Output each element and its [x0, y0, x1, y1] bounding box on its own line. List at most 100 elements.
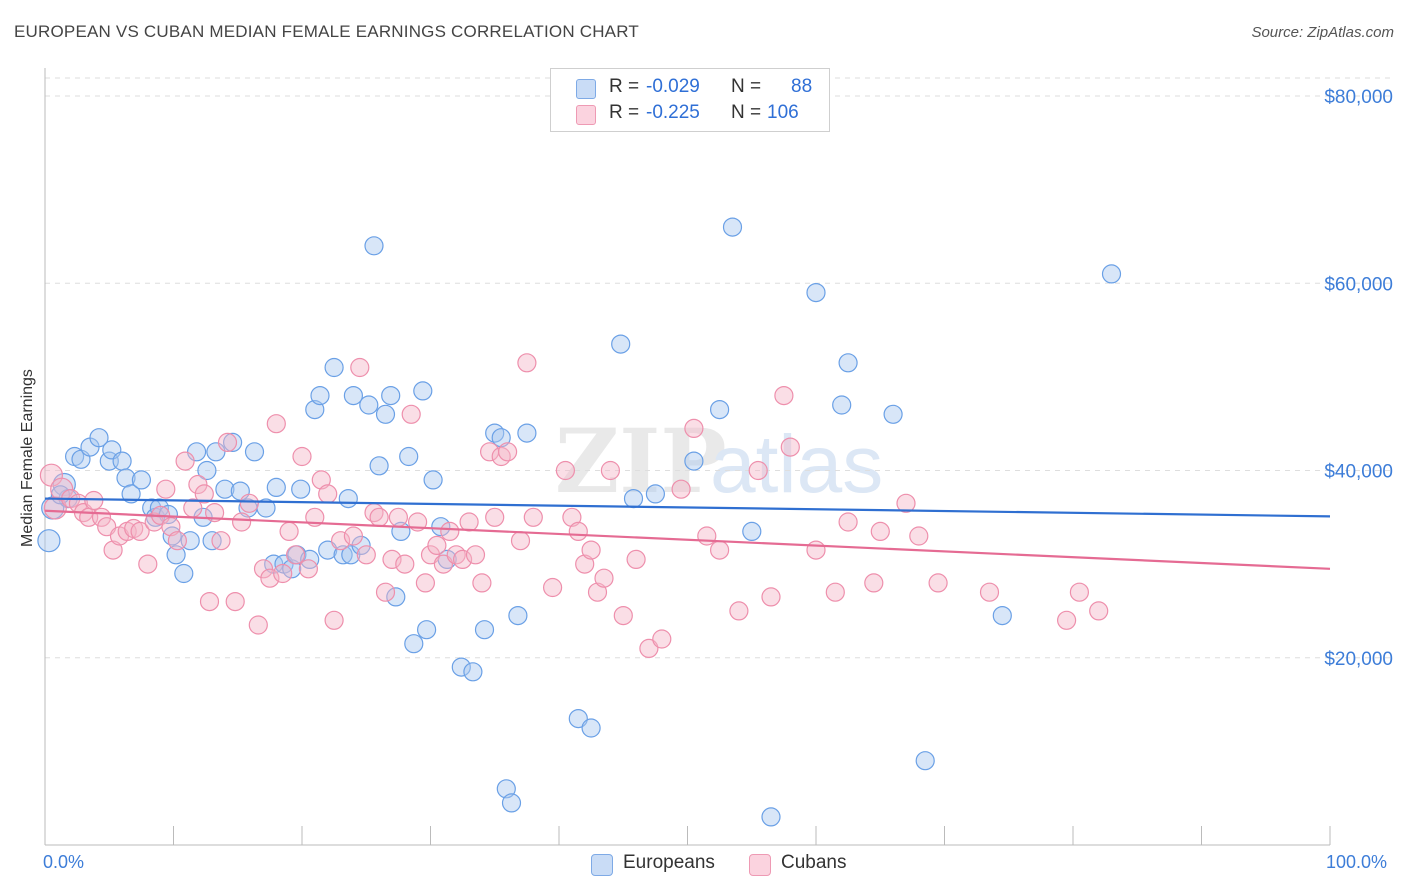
data-point-cubans	[485, 507, 505, 527]
data-point-cubans	[626, 549, 646, 570]
data-point-cubans	[205, 502, 225, 523]
data-point-cubans	[562, 507, 582, 527]
data-point-europeans	[37, 529, 61, 553]
data-point-cubans	[266, 414, 286, 434]
data-point-cubans	[1056, 610, 1077, 630]
data-point-cubans	[130, 521, 150, 542]
data-point-cubans	[639, 638, 659, 659]
watermark: ZIP atlas	[555, 409, 883, 513]
data-point-cubans	[472, 573, 492, 593]
data-point-cubans	[324, 610, 344, 630]
data-point-cubans	[748, 460, 768, 481]
data-point-europeans	[121, 484, 141, 504]
stats-n-value: 88	[791, 76, 813, 97]
data-point-cubans	[103, 540, 123, 560]
data-point-cubans	[864, 573, 884, 593]
data-point-europeans	[474, 620, 495, 640]
data-point-cubans	[232, 512, 252, 532]
data-point-cubans	[1089, 601, 1109, 621]
data-point-cubans	[671, 479, 691, 499]
data-point-europeans	[359, 395, 379, 415]
data-point-europeans	[369, 456, 389, 476]
data-point-cubans	[356, 545, 376, 565]
data-point-cubans	[575, 554, 595, 574]
stats-row-europeans: R = -0.029 N = 88	[551, 75, 829, 101]
data-point-cubans	[350, 357, 370, 378]
data-point-cubans	[188, 474, 208, 495]
data-point-cubans	[298, 559, 318, 579]
data-point-cubans	[161, 517, 181, 537]
data-point-europeans	[611, 334, 631, 354]
stats-row-cubans: R = -0.225 N = 106	[551, 101, 829, 127]
data-point-europeans	[1101, 264, 1122, 284]
data-point-europeans	[992, 605, 1012, 626]
data-point-cubans	[156, 479, 176, 499]
data-point-europeans	[215, 479, 235, 499]
series-cubans	[39, 353, 1109, 659]
data-point-europeans	[266, 477, 286, 497]
data-point-cubans	[292, 446, 312, 467]
data-point-europeans	[291, 479, 311, 499]
data-point-cubans	[369, 507, 389, 527]
y-tick-label: $20,000	[1324, 649, 1393, 670]
data-point-cubans	[581, 540, 601, 560]
data-point-europeans	[508, 605, 528, 626]
data-point-cubans	[613, 605, 633, 626]
data-point-cubans	[697, 526, 717, 546]
data-point-europeans	[491, 428, 511, 448]
data-point-europeans	[112, 451, 132, 471]
data-point-cubans	[225, 591, 245, 612]
data-point-cubans	[806, 540, 826, 560]
trend-line-europeans	[44, 497, 1331, 518]
data-point-europeans	[709, 400, 730, 420]
axes	[44, 68, 1331, 846]
data-point-europeans	[838, 353, 858, 373]
data-point-cubans	[555, 460, 576, 481]
stats-r-value: -0.225	[646, 102, 700, 123]
legend-label-cubans: Cubans	[781, 852, 847, 873]
data-point-cubans	[239, 493, 259, 513]
chart-title: EUROPEAN VS CUBAN MEDIAN FEMALE EARNINGS…	[14, 22, 639, 41]
legend-swatch-europeans	[591, 854, 613, 876]
data-point-cubans	[273, 563, 293, 584]
data-point-cubans	[709, 540, 730, 560]
data-point-cubans	[211, 531, 231, 551]
data-point-europeans	[568, 708, 588, 729]
data-point-cubans	[838, 512, 858, 532]
data-point-cubans	[84, 490, 104, 511]
stats-r-label: R =	[609, 76, 640, 97]
data-point-cubans	[684, 418, 704, 438]
data-point-cubans	[388, 507, 408, 527]
legend-label-europeans: Europeans	[623, 852, 715, 873]
stats-n-value: 106	[767, 102, 799, 123]
data-point-europeans	[915, 751, 935, 771]
y-tick-label: $80,000	[1324, 87, 1393, 108]
data-point-cubans	[780, 437, 800, 457]
data-point-europeans	[806, 283, 826, 303]
stats-r-value: -0.029	[646, 76, 700, 97]
data-point-cubans	[870, 521, 890, 542]
data-point-cubans	[420, 545, 441, 565]
data-point-cubans	[729, 601, 749, 621]
y-tick-label: $40,000	[1324, 462, 1393, 483]
data-point-cubans	[175, 451, 195, 471]
data-point-europeans	[174, 563, 194, 584]
chart-source: Source: ZipAtlas.com	[1251, 24, 1394, 41]
data-point-europeans	[197, 460, 217, 481]
data-point-europeans	[338, 489, 358, 509]
data-point-europeans	[883, 404, 903, 424]
data-point-cubans	[138, 554, 158, 574]
data-point-cubans	[286, 545, 306, 565]
y-tick-label: $60,000	[1324, 274, 1393, 295]
data-point-europeans	[742, 521, 762, 542]
data-point-europeans	[375, 404, 396, 424]
data-point-europeans	[399, 446, 419, 467]
data-point-cubans	[248, 615, 268, 635]
data-point-cubans	[568, 521, 588, 542]
data-point-cubans	[825, 582, 845, 602]
data-point-cubans	[594, 568, 614, 588]
data-point-cubans	[395, 554, 415, 574]
trend-lines	[44, 497, 1331, 570]
legend: Europeans Cubans	[0, 852, 1406, 878]
